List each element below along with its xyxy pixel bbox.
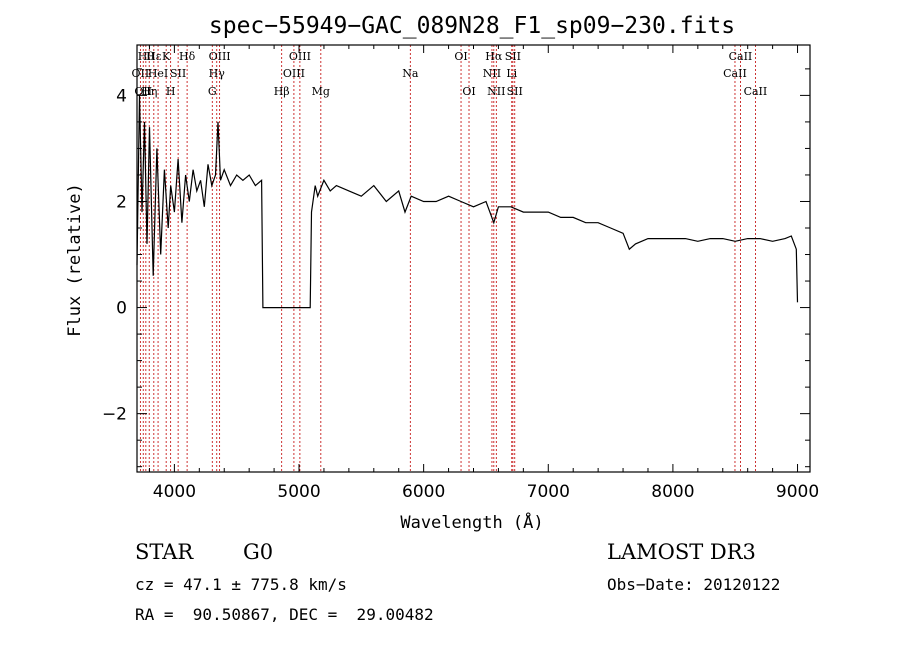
line-label-3: Hη (141, 85, 157, 98)
line-label-1: OII (134, 85, 152, 98)
line-label-5: HeI (148, 67, 168, 80)
line-label-2: Hθ (138, 50, 155, 63)
y-tick-label-2: 2 (116, 192, 127, 212)
line-label-28: CaII (744, 85, 768, 98)
line-label-21: Hα (485, 50, 503, 63)
object-subclass: G0 (243, 540, 274, 564)
x-tick-label-5: 9000 (776, 482, 819, 502)
emission-line-markers (139, 45, 756, 472)
emission-line-labels: OII OII Hθ Hη Hε HeI K H SII Hδ G Hγ OIII Hβ OIII OIII M… (132, 50, 768, 98)
line-label-24: SII (505, 50, 521, 63)
line-label-18: OI (454, 50, 467, 63)
line-label-0: OII (132, 67, 150, 80)
line-label-16: Mg (312, 85, 330, 98)
line-label-9: Hδ (179, 50, 196, 63)
line-label-12: OIII (209, 50, 231, 63)
line-label-10: G (208, 85, 217, 98)
line-label-7: H (166, 85, 176, 98)
x-axis-label: Wavelength (Å) (400, 511, 543, 533)
y-tick-label-0: −2 (102, 405, 127, 425)
line-label-13: Hβ (274, 85, 290, 98)
y-axis-label: Flux (relative) (65, 183, 85, 337)
object-class: STAR (135, 540, 194, 564)
line-label-25: SII (507, 85, 523, 98)
line-label-19: OI (462, 85, 475, 98)
x-tick-label-4: 8000 (651, 482, 694, 502)
y-tick-label-1: 0 (116, 299, 127, 319)
line-label-23: Li (506, 67, 517, 80)
observation-date: Obs−Date: 20120122 (607, 575, 781, 594)
line-label-14: OIII (283, 67, 305, 80)
x-tick-label-1: 5000 (277, 482, 320, 502)
y-tick-label-3: 4 (116, 86, 127, 106)
survey-name: LAMOST DR3 (607, 540, 756, 564)
line-label-26: CaII (723, 67, 747, 80)
line-label-11: Hγ (209, 67, 226, 80)
coordinates: RA = 90.50867, DEC = 29.00482 (135, 605, 434, 624)
line-label-4: Hε (146, 50, 162, 63)
line-label-6: K (162, 50, 171, 63)
line-label-22: NII (487, 85, 505, 98)
spectrum-series-line (136, 95, 799, 309)
x-tick-label-3: 7000 (527, 482, 570, 502)
spectrum-chart: spec−55949−GAC_089N28_F1_sp09−230.fits O… (65, 13, 819, 533)
line-label-15: OIII (289, 50, 311, 63)
redshift-velocity: cz = 47.1 ± 775.8 km/s (135, 575, 347, 594)
y-axis-ticks: −2 0 2 4 (102, 68, 810, 468)
x-axis-ticks: 4000 5000 6000 7000 8000 9000 (148, 45, 819, 502)
x-tick-label-0: 4000 (153, 482, 196, 502)
x-tick-label-2: 6000 (402, 482, 445, 502)
line-label-8: SII (170, 67, 186, 80)
line-label-17: Na (402, 67, 419, 80)
line-label-27: CaII (729, 50, 753, 63)
line-label-20: NII (483, 67, 501, 80)
chart-title: spec−55949−GAC_089N28_F1_sp09−230.fits (209, 13, 735, 39)
plot-frame (136, 44, 811, 473)
